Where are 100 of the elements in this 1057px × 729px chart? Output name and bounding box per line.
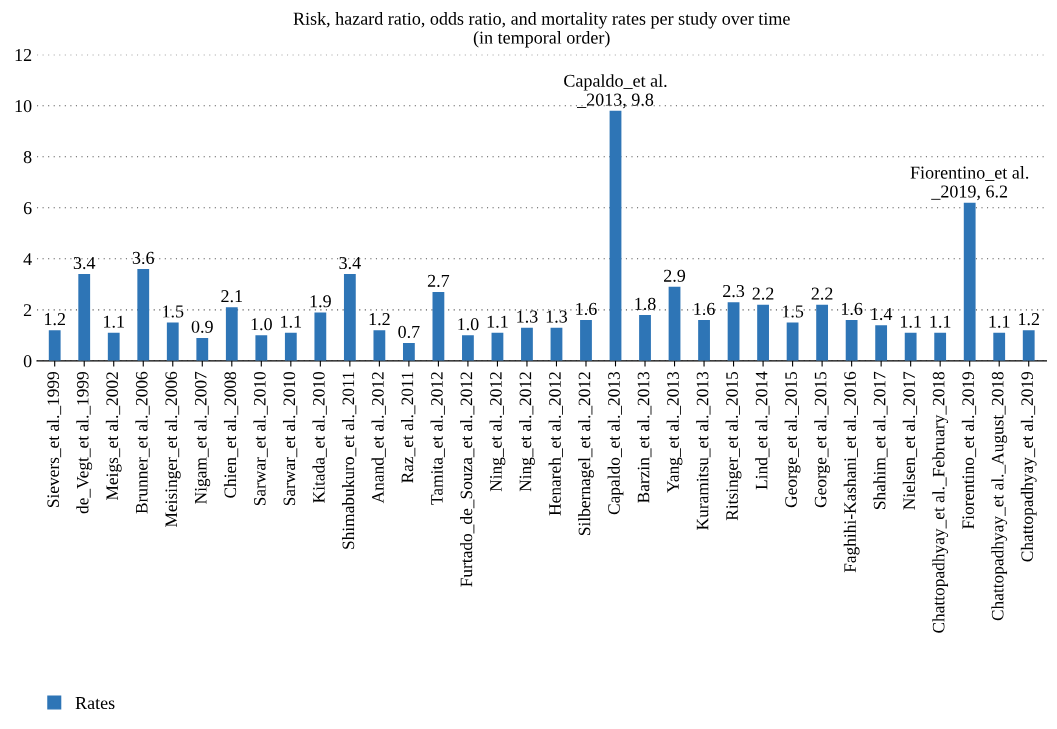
bar <box>816 304 829 361</box>
x-tick-label: Shimabukuro_et al._2011 <box>341 372 357 549</box>
bar <box>78 274 91 361</box>
data-label: 1.1 <box>487 315 508 328</box>
x-tick-label: Anand_et al._2012 <box>371 372 386 504</box>
bar <box>373 330 386 361</box>
x-tick-label: Lind_et al._2014 <box>755 371 770 490</box>
bar <box>196 337 209 361</box>
x-tick-label: Furtado_de_Souza_et al._2012 <box>460 372 475 587</box>
bar <box>491 332 504 361</box>
bar <box>432 291 445 361</box>
x-tick-label: George_et al._2015 <box>814 371 831 508</box>
x-tick-label: Henareh_et al._2012 <box>548 372 563 516</box>
bar <box>757 304 769 361</box>
x-tick-label: Chattopadhyay_et al._February_2018 <box>932 371 949 633</box>
x-tick-label: Brunner_et al._2006 <box>135 371 150 514</box>
x-tick-label: Fiorentino_et al._2019 <box>961 371 977 529</box>
bar <box>904 332 917 361</box>
bar <box>934 332 947 361</box>
data-label: 3.4 <box>339 256 361 270</box>
data-label: 1.5 <box>782 305 804 318</box>
x-tick-label: Yang_et al._2013 <box>666 371 683 493</box>
data-label: 1.1 <box>900 315 921 328</box>
y-tick-label: 6 <box>23 202 32 215</box>
chart-title: Risk, hazard ratio, odds ratio, and mortality rates per study over time (in temporal order) <box>293 12 790 48</box>
bar <box>255 335 268 361</box>
bar <box>580 320 592 361</box>
x-tick-label: Kitada_et al._2010 <box>312 371 327 503</box>
x-tick-label: Nigam_et al._2007 <box>194 371 211 504</box>
data-label: 1.2 <box>1019 313 1040 326</box>
bar <box>314 312 327 361</box>
x-tick-label: Nielsen_et al._2017 <box>902 371 918 510</box>
bar <box>609 110 622 361</box>
x-tick-label: Sarwar_et al._2010 <box>282 371 298 506</box>
x-tick-label: Ning_et al._2012 <box>489 372 506 492</box>
data-label: 1.1 <box>989 315 1010 328</box>
y-tick-label: 0 <box>23 355 32 368</box>
x-tick-label: Sarwar_et al._2010 <box>253 371 268 506</box>
bar <box>845 320 858 361</box>
x-tick-label: Ning_et al._2012 <box>519 372 535 492</box>
bar <box>48 330 61 361</box>
data-label: 1.6 <box>694 302 715 316</box>
x-tick-label: Chattopadhyay_et al._2019 <box>1020 371 1037 562</box>
bar <box>462 335 474 361</box>
x-tick-label: de_Vegt_et al._1999 <box>76 371 93 514</box>
data-label: 2.1 <box>221 290 242 303</box>
bar <box>786 322 799 361</box>
bar <box>521 327 533 361</box>
x-tick-label: Silbernagel_et al._2012 <box>578 372 594 535</box>
data-label: 1.2 <box>369 313 390 326</box>
data-label: 1.4 <box>871 307 893 321</box>
data-label: 1.0 <box>251 318 272 331</box>
y-tick-label: 4 <box>23 253 32 266</box>
data-label: 3.4 <box>73 256 96 270</box>
data-label: Fiorentino_et al. _2019, 6.2 <box>910 166 1029 201</box>
data-label: 1.1 <box>104 315 124 328</box>
bar <box>550 327 563 361</box>
x-tick-label: Kuramitsu_et al._2013 <box>696 371 711 530</box>
bar <box>137 269 150 361</box>
bar <box>639 314 651 361</box>
y-tick-label: 10 <box>15 99 32 113</box>
data-label: 1.6 <box>841 302 863 316</box>
x-tick-label: Sievers_et al._1999 <box>46 371 62 508</box>
bar <box>166 322 179 361</box>
bar <box>402 342 415 361</box>
bar <box>284 332 297 361</box>
data-label: 2.3 <box>723 284 745 298</box>
bar <box>698 320 710 361</box>
x-tick-label: George_et al._2015 <box>784 371 801 508</box>
bar <box>1022 330 1035 361</box>
x-tick-label: Raz_et al._2011 <box>401 372 416 483</box>
x-tick-label: Barzin_et al._2013 <box>637 371 652 503</box>
data-label: 1.8 <box>635 297 656 310</box>
data-label: 1.9 <box>310 295 331 308</box>
data-label: 1.1 <box>281 315 302 328</box>
legend-label: Rates <box>75 697 115 710</box>
x-tick-label: Tamita_et al._2012 <box>430 372 445 505</box>
x-tick-label: Capaldo_et al._2013 <box>607 371 624 515</box>
x-tick-label: Shahim_et al._2017 <box>873 371 888 509</box>
data-label: 3.6 <box>132 251 154 265</box>
data-label: 1.6 <box>576 302 597 316</box>
x-tick-label: Faghihi-Kashani_et al._2016 <box>843 371 860 573</box>
y-tick-label: 8 <box>23 150 32 164</box>
data-label: 1.3 <box>546 310 568 323</box>
bar <box>107 332 120 361</box>
data-label: 1.3 <box>517 310 538 323</box>
data-label: 2.2 <box>752 287 774 300</box>
data-label: Capaldo_et al. _2013, 9.8 <box>564 74 667 109</box>
data-label: 2.9 <box>664 269 686 282</box>
bar <box>727 302 740 361</box>
x-tick-label: Chien_et al._2008 <box>223 371 239 498</box>
y-tick-label: 12 <box>15 48 32 61</box>
x-tick-label: Meigs_et al._2002 <box>105 372 122 500</box>
data-label: 0.7 <box>398 325 420 339</box>
data-label: 1.2 <box>45 313 65 326</box>
bar <box>875 325 888 361</box>
data-label: 2.7 <box>427 274 450 287</box>
data-label: 1.1 <box>930 315 951 328</box>
bar <box>993 332 1006 361</box>
data-label: 0.9 <box>191 320 213 333</box>
